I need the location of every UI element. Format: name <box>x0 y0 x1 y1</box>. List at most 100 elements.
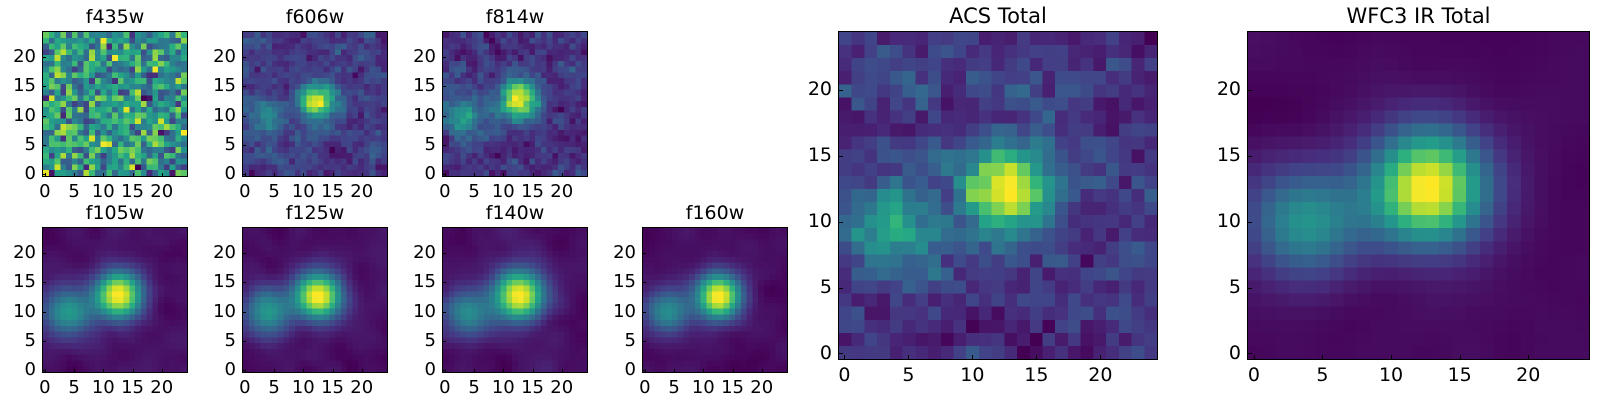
y-tick-mark <box>442 253 446 255</box>
y-tick-mark <box>242 282 246 284</box>
y-tick-label: 10 <box>413 300 436 322</box>
y-tick-mark <box>1247 221 1252 223</box>
heatmap-image <box>1247 31 1590 360</box>
x-tick-label: 0 <box>1247 364 1260 386</box>
x-tick-mark <box>503 369 505 373</box>
y-tick-mark <box>442 311 446 313</box>
panel-f435w: f435w 0 5 10 15 20 0 5 10 15 20 <box>0 0 198 400</box>
y-tick-mark <box>642 282 646 284</box>
heatmap-image <box>242 227 388 373</box>
x-tick-label: 5 <box>268 181 280 202</box>
panel-title: f606w <box>285 6 345 28</box>
x-tick-mark <box>361 369 363 373</box>
y-tick-label: 15 <box>413 271 436 293</box>
x-tick-label: 15 <box>521 181 544 202</box>
x-tick-label: 15 <box>1447 364 1472 386</box>
y-tick-mark <box>1247 353 1252 355</box>
x-tick-mark <box>972 355 974 360</box>
y-tick-mark <box>42 115 46 117</box>
y-tick-mark <box>1247 156 1252 158</box>
y-tick-label: 15 <box>613 271 636 293</box>
y-tick-label: 20 <box>413 242 436 264</box>
x-tick-label: 15 <box>121 181 144 202</box>
panel-title: f140w <box>485 202 545 224</box>
heatmap-canvas <box>43 32 187 176</box>
x-tick-label: 10 <box>91 377 115 398</box>
panel-f160w: f160w 0 5 10 15 20 0 5 10 15 20 <box>572 0 798 400</box>
heatmap-image <box>42 227 188 373</box>
heatmap-canvas <box>243 228 387 372</box>
panel-f105w: f105w 0 5 10 15 20 0 5 10 15 20 <box>0 0 198 400</box>
heatmap-image <box>442 227 588 373</box>
panel-title: ACS Total <box>949 4 1047 28</box>
x-tick-mark <box>303 173 305 177</box>
panel-f814w: f814w 0 5 10 15 20 0 5 10 15 20 <box>372 0 598 400</box>
x-tick-mark <box>332 369 334 373</box>
y-tick-mark <box>442 86 446 88</box>
y-tick-mark <box>42 370 46 372</box>
x-tick-label: 5 <box>68 377 80 398</box>
panel-f125w: f125w 0 5 10 15 20 0 5 10 15 20 <box>172 0 398 400</box>
x-tick-mark <box>1391 355 1393 360</box>
y-tick-mark <box>642 253 646 255</box>
x-tick-label: 5 <box>268 377 280 398</box>
x-tick-label: 10 <box>960 364 985 386</box>
x-tick-label: 20 <box>150 181 174 202</box>
y-tick-label: 10 <box>413 104 436 126</box>
y-tick-label: 15 <box>807 144 832 167</box>
y-tick-mark <box>838 221 843 223</box>
y-tick-mark <box>242 144 246 146</box>
x-tick-mark <box>503 173 505 177</box>
y-tick-label: 5 <box>624 329 636 351</box>
y-tick-mark <box>442 115 446 117</box>
x-tick-mark <box>132 173 134 177</box>
x-tick-label: 0 <box>39 181 51 202</box>
y-tick-label: 5 <box>819 275 832 298</box>
y-tick-mark <box>42 57 46 59</box>
heatmap-canvas <box>839 32 1157 359</box>
y-tick-label: 15 <box>13 75 36 97</box>
y-tick-label: 5 <box>424 329 436 351</box>
x-tick-mark <box>732 369 734 373</box>
x-tick-label: 15 <box>321 181 344 202</box>
y-tick-label: 0 <box>624 358 636 380</box>
x-tick-label: 10 <box>291 181 315 202</box>
panel-f140w: f140w 0 5 10 15 20 0 5 10 15 20 <box>372 0 598 400</box>
x-tick-label: 10 <box>691 377 715 398</box>
y-tick-label: 20 <box>413 46 436 68</box>
y-tick-label: 10 <box>13 104 36 126</box>
x-tick-label: 5 <box>68 181 80 202</box>
x-tick-mark <box>274 173 276 177</box>
y-tick-mark <box>242 253 246 255</box>
y-tick-mark <box>442 144 446 146</box>
y-tick-mark <box>442 340 446 342</box>
y-tick-label: 10 <box>807 210 832 233</box>
x-tick-label: 0 <box>239 181 251 202</box>
x-tick-label: 10 <box>91 181 115 202</box>
x-tick-label: 5 <box>468 181 480 202</box>
y-tick-label: 10 <box>613 300 636 322</box>
x-tick-label: 0 <box>439 377 451 398</box>
y-tick-label: 20 <box>1216 78 1241 101</box>
x-tick-mark <box>103 173 105 177</box>
x-tick-label: 0 <box>639 377 651 398</box>
heatmap-canvas <box>243 32 387 176</box>
x-tick-label: 5 <box>1316 364 1329 386</box>
x-tick-label: 0 <box>239 377 251 398</box>
y-tick-label: 0 <box>24 358 36 380</box>
x-tick-mark <box>474 369 476 373</box>
x-tick-mark <box>274 369 276 373</box>
x-tick-label: 0 <box>838 364 851 386</box>
x-tick-mark <box>1100 355 1102 360</box>
heatmap-image <box>42 31 188 177</box>
y-tick-label: 10 <box>213 300 236 322</box>
x-tick-mark <box>532 173 534 177</box>
x-tick-label: 15 <box>1024 364 1049 386</box>
y-tick-label: 15 <box>1216 144 1241 167</box>
y-tick-mark <box>442 174 446 176</box>
y-tick-mark <box>442 370 446 372</box>
heatmap-image <box>838 31 1158 360</box>
y-tick-mark <box>642 370 646 372</box>
y-tick-label: 0 <box>819 341 832 364</box>
y-tick-label: 5 <box>424 133 436 155</box>
